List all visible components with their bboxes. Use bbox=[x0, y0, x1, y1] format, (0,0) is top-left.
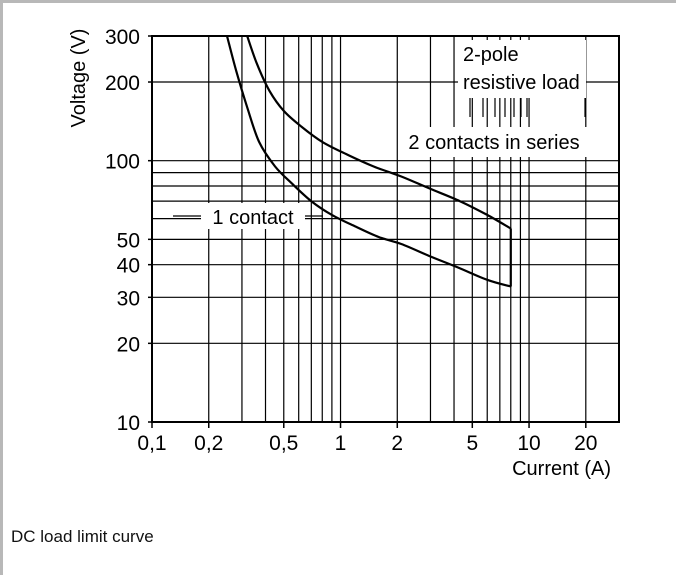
plot-frame bbox=[151, 35, 620, 423]
y-tick-label: 20 bbox=[117, 333, 140, 356]
x-tick-label: 0,1 bbox=[137, 432, 166, 455]
x-tick-label: 1 bbox=[335, 432, 347, 455]
x-tick-label: 20 bbox=[574, 432, 597, 455]
x-tick-label: 10 bbox=[517, 432, 540, 455]
x-tick-label: 5 bbox=[466, 432, 478, 455]
y-tick-label: 30 bbox=[117, 287, 140, 310]
y-tick-label: 100 bbox=[105, 151, 140, 174]
y-axis-title: Voltage (V) bbox=[68, 29, 90, 128]
annotation-label: 2-pole bbox=[463, 44, 519, 66]
series-line-1 bbox=[225, 35, 512, 288]
x-tick-label: 2 bbox=[391, 432, 403, 455]
series-line-2 bbox=[246, 35, 512, 230]
annotation-bg bbox=[201, 203, 305, 229]
annotation-label: 2 contacts in series bbox=[408, 132, 579, 154]
annotation-bg bbox=[401, 127, 587, 157]
annotation-label: resistive load bbox=[463, 72, 580, 94]
y-tick-label: 300 bbox=[105, 26, 140, 49]
chart-caption: DC load limit curve bbox=[11, 527, 154, 546]
y-tick-label: 40 bbox=[117, 255, 140, 278]
annotation-bg bbox=[458, 40, 586, 98]
y-tick-label: 10 bbox=[117, 412, 140, 435]
x-tick-label: 0,2 bbox=[194, 432, 223, 455]
y-tick-label: 200 bbox=[105, 72, 140, 95]
annotation-label: 1 contact bbox=[212, 207, 294, 229]
x-tick-label: 0,5 bbox=[269, 432, 298, 455]
chart-svg: 0,1 0,2 0,5 1 2 5 10 20 10 20 30 40 50 100 200 300 Curre… bbox=[68, 26, 620, 480]
x-axis-title: Current (A) bbox=[512, 458, 611, 480]
y-tick-label: 50 bbox=[117, 229, 140, 252]
